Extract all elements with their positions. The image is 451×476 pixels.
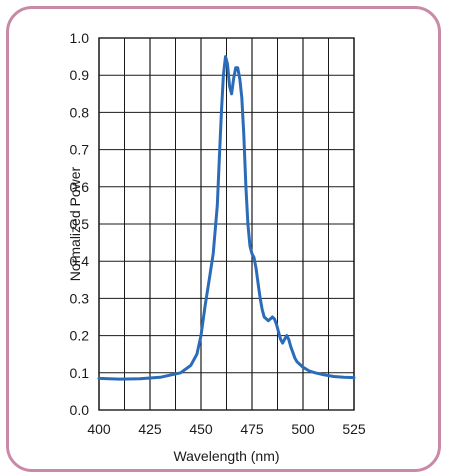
plot-area-border bbox=[98, 37, 355, 411]
y-tick-label: 1.0 bbox=[70, 30, 90, 46]
y-tick-label: 0.0 bbox=[70, 402, 90, 418]
x-tick-label: 525 bbox=[342, 421, 366, 437]
y-tick-label: 0.1 bbox=[70, 365, 90, 381]
y-tick-label: 0.9 bbox=[70, 67, 90, 83]
y-axis-label: Normalized Power bbox=[67, 166, 83, 281]
x-tick-label: 425 bbox=[138, 421, 162, 437]
grid bbox=[98, 37, 355, 411]
plot-border bbox=[98, 37, 355, 411]
series-line bbox=[97, 55, 356, 381]
y-tick-label: 0.4 bbox=[70, 253, 90, 269]
y-tick-label: 0.8 bbox=[70, 104, 90, 120]
y-tick-label: 0.3 bbox=[70, 290, 90, 306]
y-tick-label: 0.2 bbox=[70, 328, 90, 344]
y-tick-labels: 0.0 0.1 0.2 0.3 0.4 0.5 0.6 0.7 0.8 0.9 1.0 bbox=[70, 30, 90, 418]
x-tick-label: 475 bbox=[240, 421, 264, 437]
y-tick-label: 0.6 bbox=[70, 179, 90, 195]
x-tick-label: 500 bbox=[291, 421, 315, 437]
x-tick-labels: 400 425 450 475 500 525 bbox=[87, 421, 366, 437]
x-tick-label: 400 bbox=[87, 421, 111, 437]
y-tick-label: 0.7 bbox=[70, 142, 90, 158]
x-tick-label: 450 bbox=[189, 421, 213, 437]
y-tick-label: 0.5 bbox=[70, 216, 90, 232]
x-axis-label: Wavelength (nm) bbox=[173, 448, 279, 464]
series-group bbox=[97, 55, 356, 381]
